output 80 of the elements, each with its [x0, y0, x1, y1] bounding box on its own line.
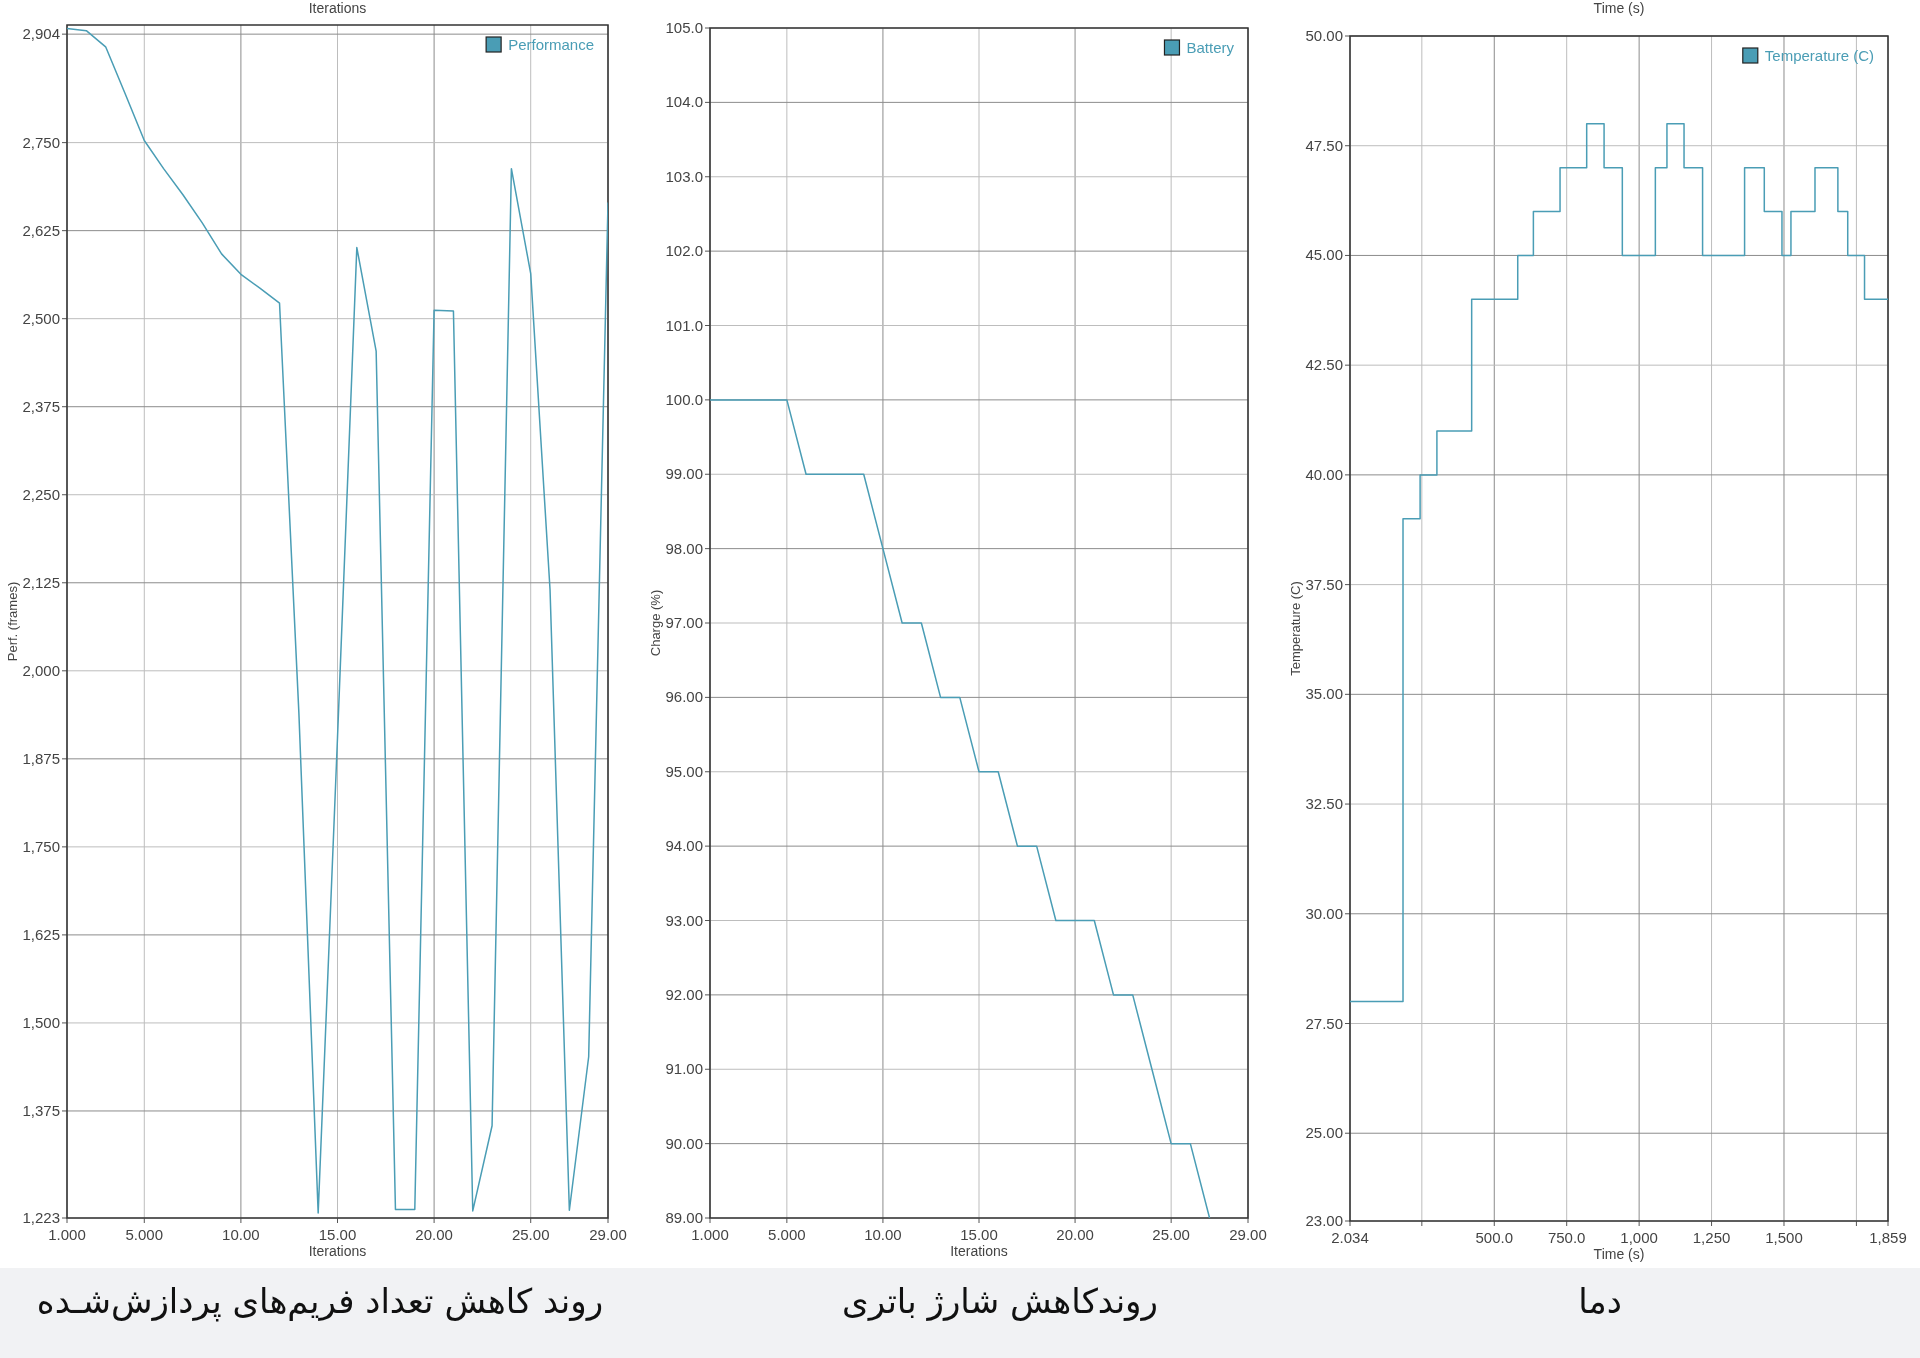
legend-label: Battery [1186, 39, 1235, 56]
x-tick-label: 10.00 [222, 1226, 260, 1243]
x-tick-label: 25.00 [511, 1226, 550, 1243]
y-tick-label: 1,625 [22, 925, 60, 943]
x-tick-label: 5.000 [768, 1226, 806, 1243]
y-tick-label: 50.00 [1305, 27, 1343, 44]
x-tick-label: 1,859 [1869, 1229, 1907, 1246]
y-tick-label: 27.50 [1305, 1014, 1343, 1032]
x-axis-title: Time (s) [1593, 1246, 1645, 1262]
y-axis-title: Temperature (C) [1288, 581, 1303, 676]
y-tick-label: 25.00 [1305, 1124, 1343, 1142]
y-tick-label: 1,500 [22, 1013, 60, 1031]
text: Time (s) [1593, 0, 1645, 16]
x-tick-label: 29.00 [589, 1226, 627, 1243]
y-tick-label: 32.50 [1305, 795, 1343, 813]
y-tick-label: 45.00 [1305, 246, 1343, 264]
y-tick-label: 96.00 [665, 688, 703, 706]
y-tick-label: 89.00 [665, 1209, 703, 1226]
y-tick-label: 35.00 [1305, 685, 1343, 703]
y-tick-label: 94.00 [665, 837, 703, 855]
x-axis-title: Iterations [308, 1243, 367, 1259]
x-tick-label: 1,250 [1692, 1229, 1731, 1246]
legend-label: Performance [508, 36, 594, 53]
x-tick-label: 2.034 [1331, 1229, 1369, 1246]
y-tick-label: 1,375 [22, 1101, 60, 1119]
x-tick-label: 1.000 [48, 1226, 86, 1243]
y-tick-label: 2,125 [22, 573, 60, 591]
y-tick-label: 2,750 [22, 133, 60, 151]
x-tick-label: 15.00 [318, 1226, 357, 1243]
y-tick-label: 1,875 [22, 749, 60, 767]
legend-label: Temperature (C) [1764, 47, 1874, 64]
y-tick-label: 92.00 [665, 985, 703, 1003]
text: دما [1578, 1281, 1622, 1321]
y-tick-label: 101.0 [665, 316, 703, 334]
y-tick-label: 37.50 [1305, 575, 1343, 593]
x-tick-label: 20.00 [415, 1226, 453, 1243]
x-tick-label: 750.0 [1547, 1229, 1586, 1246]
line-series [710, 399, 1211, 1218]
y-tick-label: 99.00 [665, 465, 703, 483]
y-tick-label: 90.00 [665, 1134, 703, 1152]
y-tick-label: 103.0 [665, 167, 703, 185]
x-tick-label: 500.0 [1475, 1229, 1514, 1246]
y-tick-label: 2,500 [22, 309, 60, 327]
y-tick-label: 47.50 [1305, 136, 1343, 154]
y-tick-label: 30.00 [1305, 904, 1343, 922]
y-tick-label: 105.0 [665, 19, 703, 36]
y-tick-label: 91.00 [665, 1060, 703, 1078]
x-tick-label: 10.00 [864, 1226, 902, 1243]
y-tick-label: 2,375 [22, 397, 60, 415]
text: روند کاهش تعداد فریم‌های پردازش‌شـده [36, 1281, 604, 1322]
x-tick-label: 15.00 [960, 1226, 998, 1243]
y-tick-label: 42.50 [1305, 356, 1343, 374]
y-tick-label: 104.0 [665, 93, 703, 111]
y-tick-label: 2,000 [22, 661, 60, 679]
y-tick-label: 93.00 [665, 911, 703, 929]
y-tick-label: 102.0 [665, 242, 703, 260]
text: روندکاهش شارژ باتری [842, 1281, 1158, 1322]
line-series [67, 27, 608, 1214]
x-tick-label: 5.000 [125, 1226, 164, 1243]
y-tick-label: 23.00 [1305, 1212, 1343, 1229]
y-tick-label: 95.00 [665, 762, 703, 780]
text: Iterations [308, 0, 367, 16]
y-axis-title: Charge (%) [648, 589, 663, 657]
y-tick-label: 97.00 [665, 614, 703, 631]
x-tick-label: 1,500 [1765, 1229, 1803, 1246]
y-tick-label: 1,223 [22, 1209, 60, 1226]
y-tick-label: 2,904 [22, 25, 60, 43]
x-tick-label: 1.000 [691, 1226, 729, 1243]
y-axis-title: Perf. (frames) [5, 581, 20, 662]
x-axis-title: Iterations [950, 1243, 1008, 1259]
y-tick-label: 1,750 [22, 837, 60, 855]
y-tick-label: 40.00 [1305, 465, 1343, 483]
x-tick-label: 29.00 [1229, 1226, 1267, 1243]
x-tick-label: 25.00 [1152, 1226, 1190, 1243]
y-tick-label: 2,250 [22, 485, 60, 503]
y-tick-label: 100.0 [665, 390, 703, 408]
y-tick-label: 2,625 [22, 221, 60, 239]
x-tick-label: 20.00 [1056, 1226, 1094, 1243]
y-tick-label: 98.00 [665, 539, 703, 557]
x-tick-label: 1,000 [1620, 1229, 1658, 1246]
